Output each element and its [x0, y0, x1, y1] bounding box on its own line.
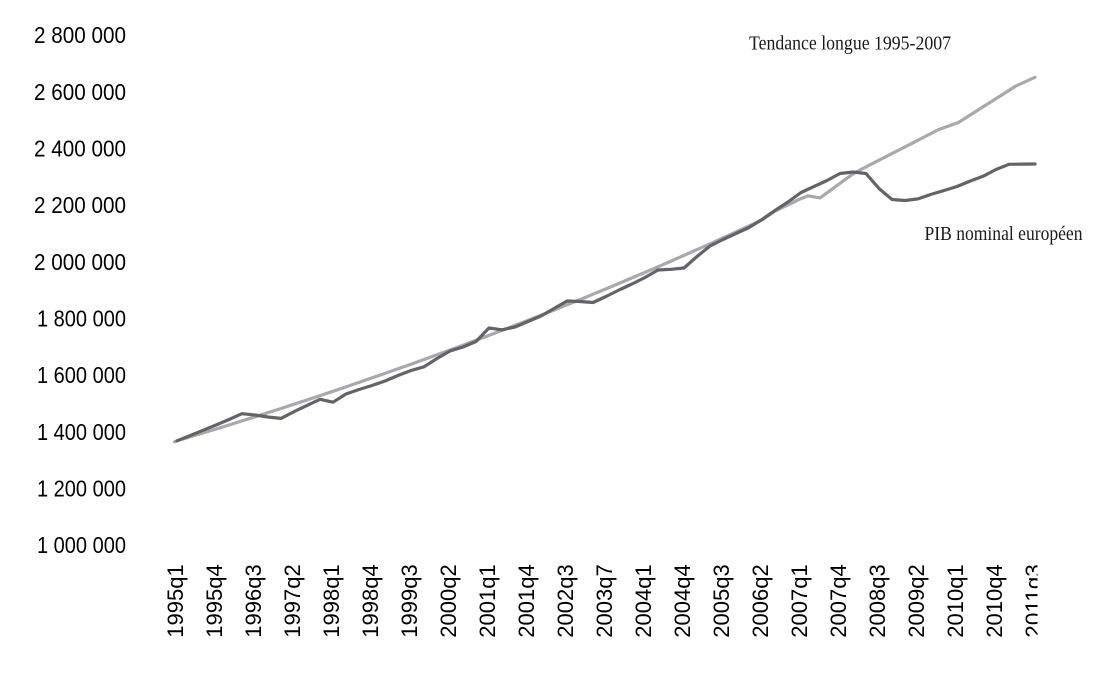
- svg-text:2008q3: 2008q3: [865, 564, 890, 638]
- svg-text:Tendance longue 1995-2007: Tendance longue 1995-2007: [749, 33, 951, 55]
- svg-text:2005q3: 2005q3: [709, 564, 734, 638]
- svg-text:1998q4: 1998q4: [358, 564, 383, 638]
- svg-text:2003q7: 2003q7: [592, 564, 617, 638]
- svg-text:2000q2: 2000q2: [436, 564, 461, 638]
- svg-text:1996q3: 1996q3: [241, 564, 266, 638]
- svg-text:2007q4: 2007q4: [826, 564, 851, 638]
- svg-text:1 000 000: 1 000 000: [37, 532, 126, 558]
- svg-text:1999q3: 1999q3: [397, 564, 422, 638]
- svg-text:PIB nominal européen: PIB nominal européen: [925, 223, 1083, 245]
- svg-text:1995q1: 1995q1: [163, 564, 188, 638]
- svg-text:2010q4: 2010q4: [982, 564, 1007, 638]
- svg-text:1 800 000: 1 800 000: [37, 306, 126, 332]
- svg-text:2 000 000: 2 000 000: [34, 249, 126, 275]
- svg-text:2010q1: 2010q1: [943, 564, 968, 638]
- svg-text:2002q3: 2002q3: [553, 564, 578, 638]
- svg-text:1998q1: 1998q1: [319, 564, 344, 638]
- svg-text:2 200 000: 2 200 000: [34, 192, 126, 218]
- svg-text:2004q4: 2004q4: [670, 564, 695, 638]
- svg-text:2 800 000: 2 800 000: [34, 22, 126, 48]
- svg-text:2004q1: 2004q1: [631, 564, 656, 638]
- svg-text:2001q1: 2001q1: [475, 564, 500, 638]
- svg-text:2 400 000: 2 400 000: [34, 136, 126, 162]
- svg-text:1997q2: 1997q2: [280, 564, 305, 638]
- svg-text:1 600 000: 1 600 000: [37, 362, 126, 388]
- svg-text:1 400 000: 1 400 000: [37, 419, 126, 445]
- svg-text:1 200 000: 1 200 000: [37, 476, 126, 502]
- svg-text:2001q4: 2001q4: [514, 564, 539, 638]
- svg-text:1995q4: 1995q4: [202, 564, 227, 638]
- svg-text:2 600 000: 2 600 000: [34, 79, 126, 105]
- svg-text:2006q2: 2006q2: [748, 564, 773, 638]
- svg-text:2009q2: 2009q2: [904, 564, 929, 638]
- svg-text:2007q1: 2007q1: [787, 564, 812, 638]
